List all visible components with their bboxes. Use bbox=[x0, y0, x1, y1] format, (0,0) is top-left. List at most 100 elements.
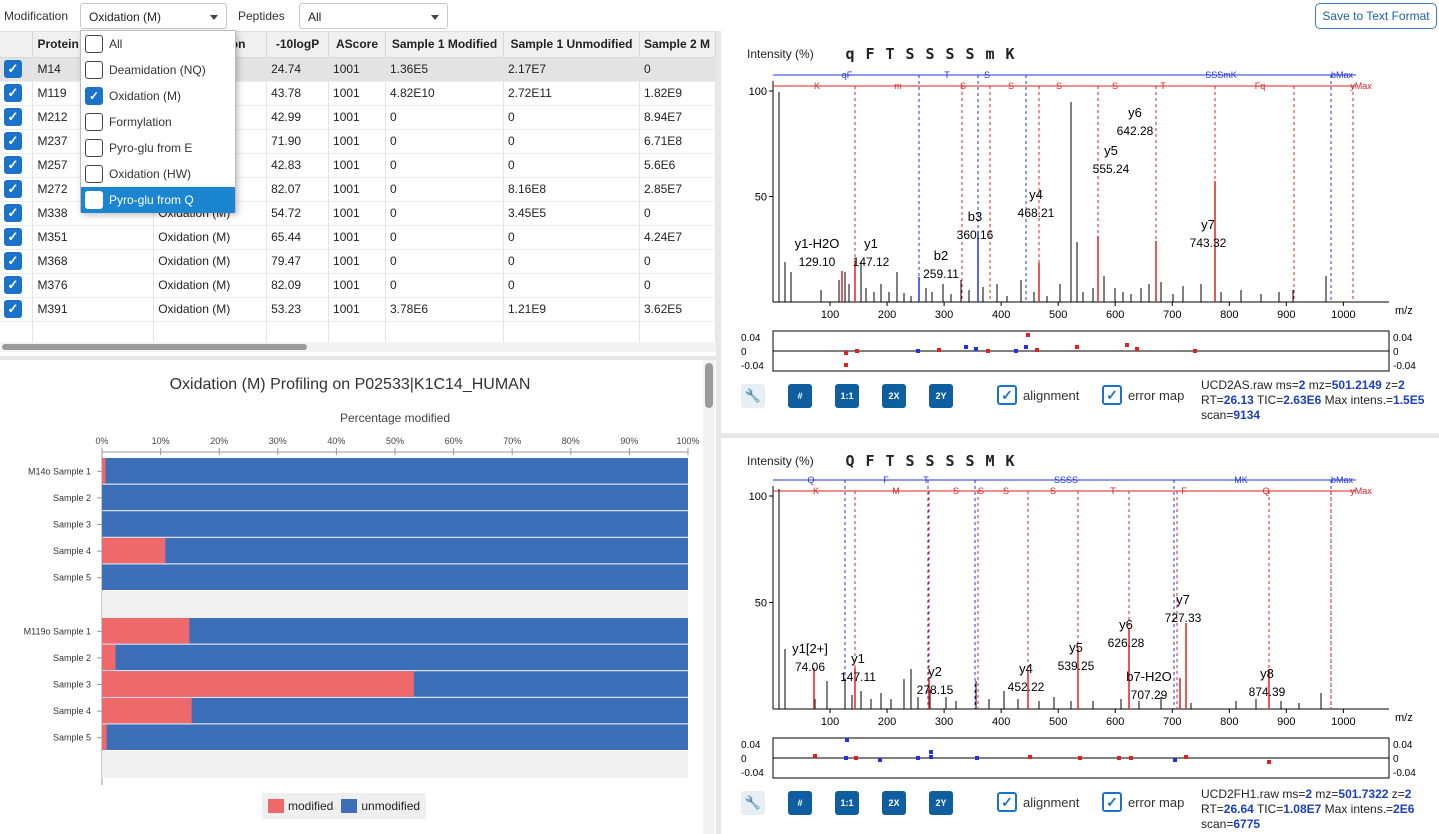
logp-cell: 42.83 bbox=[266, 153, 330, 178]
alignment-checkbox[interactable]: ✓ alignment bbox=[997, 385, 1079, 405]
row-checkbox[interactable]: ✓ bbox=[4, 204, 22, 222]
row-checkbox-cell[interactable]: ✓ bbox=[0, 105, 34, 130]
row-checkbox[interactable]: ✓ bbox=[4, 276, 22, 294]
dropdown-item[interactable]: Formylation bbox=[81, 109, 235, 135]
checkbox[interactable] bbox=[85, 165, 103, 183]
row-checkbox[interactable]: ✓ bbox=[4, 84, 22, 102]
table-row[interactable]: ✓ M338 Oxidation (M) 54.72 1001 0 3.45E5 0 bbox=[0, 201, 716, 226]
profiling-chart-pane: Oxidation (M) Profiling on P02533|K1C14_… bbox=[0, 360, 716, 834]
dropdown-item[interactable]: All bbox=[81, 31, 235, 57]
zoom-1to1-button[interactable]: 1:1 bbox=[835, 384, 859, 408]
modification-combobox[interactable]: Oxidation (M) bbox=[80, 3, 227, 29]
row-checkbox-cell[interactable]: ✓ bbox=[0, 297, 34, 322]
column-header-logp[interactable]: -10logP bbox=[266, 32, 330, 58]
alignment-checkbox[interactable]: ✓ alignment bbox=[997, 792, 1079, 812]
error-point bbox=[845, 738, 849, 742]
row-checkbox[interactable]: ✓ bbox=[4, 108, 22, 126]
row-checkbox-cell[interactable]: ✓ bbox=[0, 249, 34, 274]
row-checkbox[interactable]: ✓ bbox=[4, 180, 22, 198]
modification-cell: Oxidation (M) bbox=[153, 249, 268, 274]
label-toggle-button[interactable]: # bbox=[788, 791, 812, 815]
dropdown-item[interactable]: Pyro-glu from E bbox=[81, 135, 235, 161]
ascore-cell: 1001 bbox=[328, 153, 386, 178]
checkbox[interactable] bbox=[85, 191, 103, 209]
x-tick-label: 600 bbox=[1106, 716, 1124, 728]
logp-cell: 82.09 bbox=[266, 273, 330, 298]
row-checkbox-cell[interactable]: ✓ bbox=[0, 57, 34, 82]
checkbox[interactable] bbox=[85, 35, 103, 53]
dropdown-item[interactable]: ✓ Oxidation (M) bbox=[81, 83, 235, 109]
dropdown-item[interactable]: Pyro-glu from Q bbox=[81, 187, 235, 213]
row-checkbox[interactable]: ✓ bbox=[4, 300, 22, 318]
vertical-scrollbar[interactable] bbox=[703, 360, 715, 834]
save-to-text-button[interactable]: Save to Text Format bbox=[1315, 3, 1437, 29]
checkbox[interactable] bbox=[85, 139, 103, 157]
spectrum-splitter[interactable] bbox=[721, 433, 1439, 438]
table-row[interactable]: ✓ M351 Oxidation (M) 65.44 1001 0 0 4.24E7 bbox=[0, 225, 716, 250]
ion-mz-label: 626.28 bbox=[1108, 636, 1145, 650]
x-tick-label: 900 bbox=[1277, 716, 1295, 728]
row-checkbox-cell[interactable]: ✓ bbox=[0, 177, 34, 202]
vertical-splitter[interactable] bbox=[716, 31, 721, 834]
x-tick-label: 10% bbox=[152, 436, 170, 446]
row-checkbox-cell[interactable]: ✓ bbox=[0, 129, 34, 154]
dropdown-item[interactable]: Oxidation (HW) bbox=[81, 161, 235, 187]
scrollbar-thumb[interactable] bbox=[705, 363, 713, 408]
row-checkbox[interactable]: ✓ bbox=[4, 252, 22, 270]
row-checkbox-cell[interactable]: ✓ bbox=[0, 153, 34, 178]
zoom-2y-button[interactable]: 2Y bbox=[929, 791, 953, 815]
y-ion-label: m bbox=[894, 81, 902, 91]
scrollbar-thumb[interactable] bbox=[2, 344, 307, 350]
row-checkbox-cell[interactable]: ✓ bbox=[0, 201, 34, 226]
column-header-ascore[interactable]: AScore bbox=[328, 32, 386, 58]
zoom-2y-button[interactable]: 2Y bbox=[929, 384, 953, 408]
table-row[interactable]: ✓ M391 Oxidation (M) 53.23 1001 3.78E6 1.21E9 3… bbox=[0, 297, 716, 322]
wrench-icon[interactable]: 🔧 bbox=[741, 791, 765, 815]
row-checkbox[interactable]: ✓ bbox=[4, 156, 22, 174]
row-checkbox-cell[interactable]: ✓ bbox=[0, 273, 34, 298]
row-checkbox-cell[interactable]: ✓ bbox=[0, 225, 34, 250]
error-point bbox=[1135, 347, 1139, 351]
ascore-cell: 1001 bbox=[328, 201, 386, 226]
x-tick-label: 1000 bbox=[1331, 716, 1355, 728]
sample1-unmodified-cell: 2.17E7 bbox=[503, 57, 640, 82]
row-checkbox[interactable]: ✓ bbox=[4, 132, 22, 150]
row-checkbox[interactable]: ✓ bbox=[4, 228, 22, 246]
checkbox[interactable] bbox=[85, 113, 103, 131]
column-header-sample1-unmodified[interactable]: Sample 1 Unmodified bbox=[503, 32, 640, 58]
legend-swatch-modified bbox=[268, 799, 284, 814]
ascore-cell: 1001 bbox=[328, 81, 386, 106]
residue: F bbox=[865, 452, 875, 470]
table-row[interactable]: ✓ M368 Oxidation (M) 79.47 1001 0 0 0 bbox=[0, 249, 716, 274]
column-header-sample2-modified[interactable]: Sample 2 M bbox=[639, 32, 716, 58]
row-checkbox[interactable]: ✓ bbox=[4, 60, 22, 78]
table-row[interactable]: ✓ M376 Oxidation (M) 82.09 1001 0 0 0 bbox=[0, 273, 716, 298]
checkbox[interactable] bbox=[85, 61, 103, 79]
error-point bbox=[1075, 345, 1079, 349]
column-header-sample1-modified[interactable]: Sample 1 Modified bbox=[385, 32, 504, 58]
y-ion-label: yMax bbox=[1350, 81, 1372, 91]
ion-mz-label: 874.39 bbox=[1249, 685, 1286, 699]
error-map-checkbox[interactable]: ✓ error map bbox=[1102, 385, 1184, 405]
row-checkbox-cell[interactable]: ✓ bbox=[0, 81, 34, 106]
wrench-icon[interactable]: 🔧 bbox=[741, 384, 765, 408]
b-ion-label: Q bbox=[807, 475, 814, 485]
zoom-1to1-button[interactable]: 1:1 bbox=[835, 791, 859, 815]
horizontal-splitter[interactable] bbox=[0, 356, 716, 360]
checked-checkbox[interactable]: ✓ bbox=[85, 87, 103, 105]
zoom-2x-button[interactable]: 2X bbox=[882, 384, 906, 408]
ion-label: y1 bbox=[864, 236, 878, 251]
modification-cell: Oxidation (M) bbox=[153, 273, 268, 298]
error-point bbox=[916, 349, 920, 353]
select-column-header[interactable] bbox=[0, 32, 34, 58]
error-map-checkbox[interactable]: ✓ error map bbox=[1102, 792, 1184, 812]
peptides-combobox[interactable]: All bbox=[299, 3, 448, 29]
table-row[interactable]: ✓ M212 42.99 1001 0 0 8.94E7 bbox=[0, 105, 716, 130]
empty-row bbox=[0, 321, 716, 346]
label-toggle-button[interactable]: # bbox=[788, 384, 812, 408]
dropdown-item[interactable]: Deamidation (NQ) bbox=[81, 57, 235, 83]
zoom-2x-button[interactable]: 2X bbox=[882, 791, 906, 815]
sample2-modified-cell: 4.24E7 bbox=[639, 225, 716, 250]
b-ion-label: S bbox=[984, 70, 990, 80]
horizontal-scrollbar[interactable] bbox=[0, 342, 716, 352]
